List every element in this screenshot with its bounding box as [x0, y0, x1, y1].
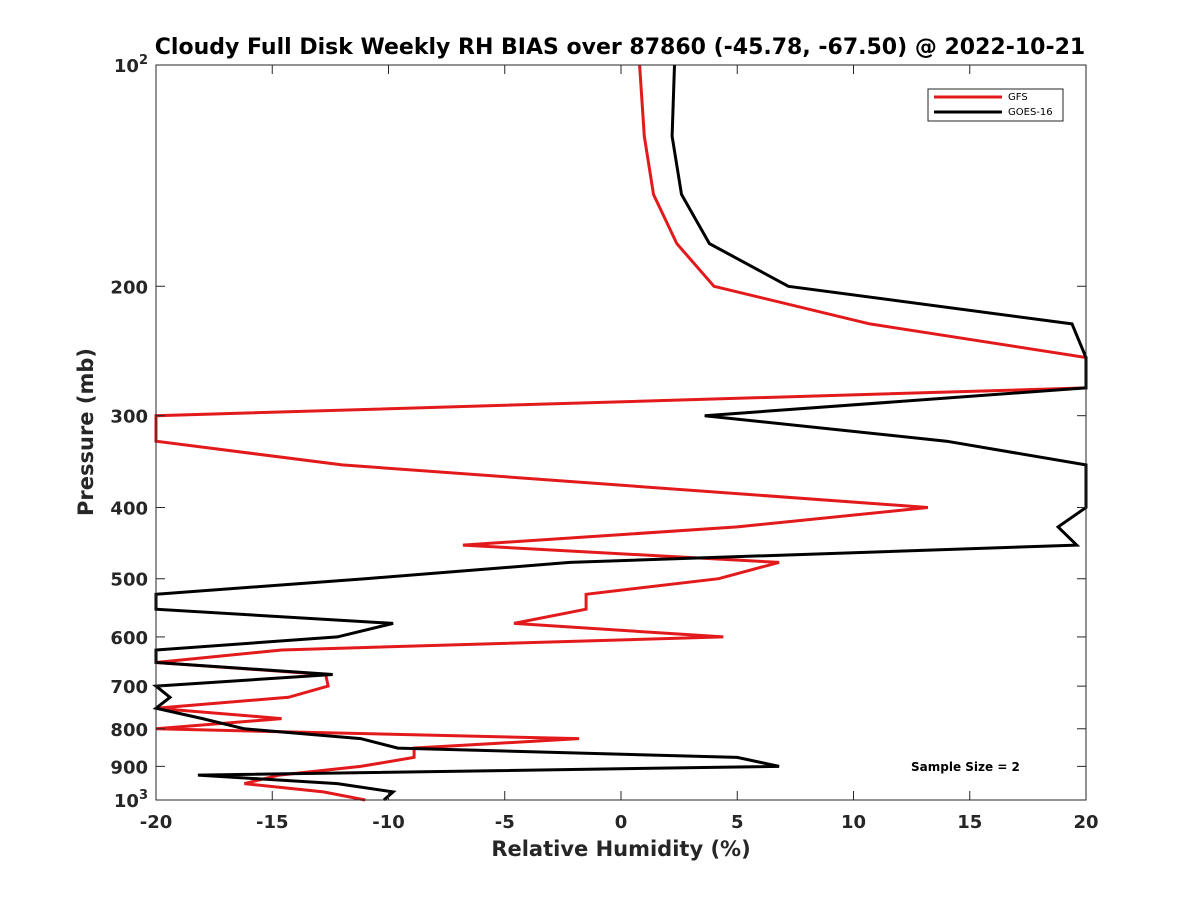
legend-gfs-label: GFS	[1008, 92, 1028, 103]
x-tick-label: 0	[615, 812, 628, 833]
x-tick-label: -15	[256, 812, 289, 833]
y-tick-label: 300	[110, 407, 148, 428]
y-axis-label: Pressure (mb)	[74, 348, 98, 516]
x-tick-label: -20	[140, 812, 173, 833]
y-tick-label: 600	[110, 628, 148, 649]
y-tick-label: 700	[110, 677, 148, 698]
x-axis: -20 -15 -10 -5 0 5 10 15 20	[140, 65, 1099, 833]
y-tick-label: 900	[110, 757, 148, 778]
x-tick-label: -5	[495, 812, 515, 833]
x-tick-label: -10	[372, 812, 405, 833]
y-tick-label: 102	[114, 53, 148, 77]
sample-size-annotation: Sample Size = 2	[911, 760, 1020, 774]
y-tick-label: 400	[110, 499, 148, 520]
x-tick-label: 15	[957, 812, 982, 833]
legend-box	[927, 88, 1064, 122]
x-tick-label: 10	[841, 812, 866, 833]
plot-frame	[155, 64, 1087, 801]
legend: GFS GOES-16	[927, 88, 1064, 122]
y-tick-label: 800	[110, 720, 148, 741]
y-tick-label: 500	[110, 570, 148, 591]
x-tick-label: 20	[1073, 812, 1098, 833]
y-tick-label: 200	[110, 277, 148, 298]
series-line-gfs	[154, 64, 1088, 802]
x-tick-label: 5	[731, 812, 744, 833]
series-line-goes-16	[152, 64, 1088, 802]
legend-goes-label: GOES-16	[1008, 107, 1053, 118]
plot-area	[152, 64, 1088, 802]
y-axis: 102 200 300 400 500 600 700 800 900 103	[110, 53, 1086, 812]
y-tick-label: 103	[114, 788, 148, 812]
x-axis-label: Relative Humidity (%)	[491, 837, 750, 861]
chart-title: Cloudy Full Disk Weekly RH BIAS over 878…	[155, 35, 1085, 60]
